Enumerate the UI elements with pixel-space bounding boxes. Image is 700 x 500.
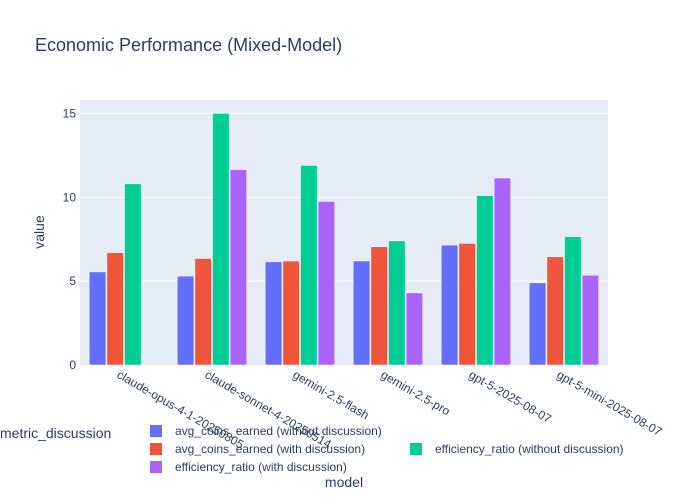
- bar: [388, 240, 406, 366]
- y-tick-label: 10: [63, 190, 77, 204]
- legend: metric_discussion avg_coins_earned (with…: [0, 424, 624, 474]
- series-2: [124, 113, 582, 366]
- plot-area: [80, 100, 608, 365]
- x-axis-label: model: [325, 474, 363, 490]
- bar: [106, 252, 124, 366]
- bar: [564, 236, 582, 366]
- bar: [124, 183, 142, 366]
- legend-items: avg_coins_earned (without discussion) avg…: [150, 424, 624, 474]
- x-tick-label: gpt-5-2025-08-07: [467, 367, 555, 426]
- y-tick-label: 0: [69, 358, 76, 372]
- bar: [370, 246, 388, 366]
- bar: [476, 195, 494, 366]
- series-1: [106, 243, 564, 366]
- y-axis-label: value: [31, 215, 47, 249]
- bar: [441, 244, 459, 366]
- legend-swatch: [150, 461, 162, 473]
- legend-swatch: [410, 443, 422, 455]
- bar: [300, 165, 318, 366]
- bar: [405, 292, 423, 366]
- y-tick-labels: 0 5 10 15: [63, 106, 77, 372]
- bar: [529, 282, 547, 366]
- gridlines: [80, 112, 608, 282]
- bar: [581, 275, 599, 366]
- bar: [194, 258, 212, 366]
- bar: [177, 275, 195, 366]
- series-0: [89, 244, 547, 366]
- x-tick-label: gemini-2.5-pro: [379, 367, 453, 418]
- bar: [212, 113, 230, 366]
- bar: [229, 169, 247, 366]
- legend-swatch: [150, 443, 162, 455]
- y-tick-label: 15: [63, 106, 77, 120]
- legend-swatch: [150, 425, 162, 437]
- chart-title: Economic Performance (Mixed-Model): [35, 35, 342, 55]
- bar: [458, 243, 476, 366]
- legend-item-label: avg_coins_earned (with discussion): [175, 442, 365, 456]
- bar: [282, 260, 300, 366]
- y-tick-label: 5: [69, 274, 76, 288]
- legend-item-label: efficiency_ratio (with discussion): [175, 460, 347, 474]
- bar: [546, 256, 564, 366]
- legend-item-label: efficiency_ratio (without discussion): [435, 442, 624, 456]
- x-tick-labels: claude-opus-4-1-20250805claude-sonnet-4-…: [115, 367, 665, 451]
- bar: [265, 261, 283, 366]
- series-3: [229, 169, 599, 366]
- bar: [493, 177, 511, 366]
- legend-title: metric_discussion: [0, 425, 111, 441]
- bar: [353, 260, 371, 366]
- legend-item-label: avg_coins_earned (without discussion): [175, 424, 382, 438]
- bars: [89, 113, 599, 366]
- x-tick-label: gemini-2.5-flash: [291, 367, 372, 422]
- bar: [317, 201, 335, 366]
- bar: [89, 271, 107, 366]
- x-tick-label: gpt-5-mini-2025-08-07: [555, 367, 665, 439]
